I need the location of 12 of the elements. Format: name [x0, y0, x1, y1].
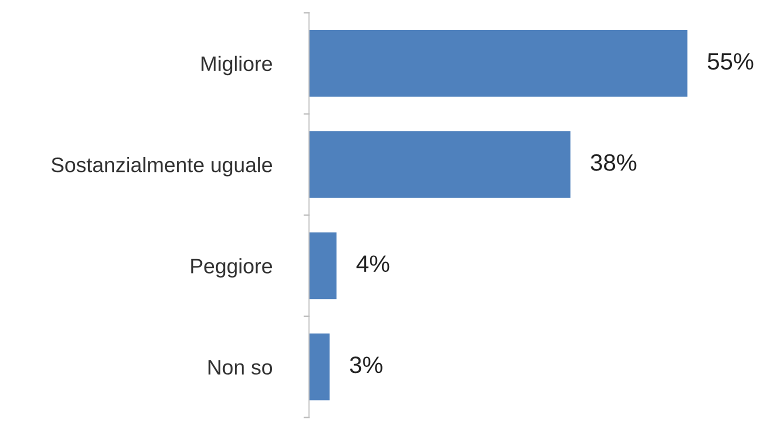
bar: [309, 30, 688, 97]
data-label: 3%: [350, 356, 382, 374]
bar: [309, 232, 337, 300]
bar: [309, 334, 330, 400]
data-label: 38%: [590, 154, 636, 171]
data-label: 4%: [356, 255, 390, 272]
y-tick-label: Non so: [208, 360, 272, 375]
y-tick-label: Peggiore: [191, 258, 272, 278]
y-tick-label: Sostanzialmente uguale: [51, 156, 272, 176]
data-label: 55%: [708, 53, 754, 70]
y-tick-label: Migliore: [202, 56, 272, 76]
bar: [309, 131, 570, 198]
